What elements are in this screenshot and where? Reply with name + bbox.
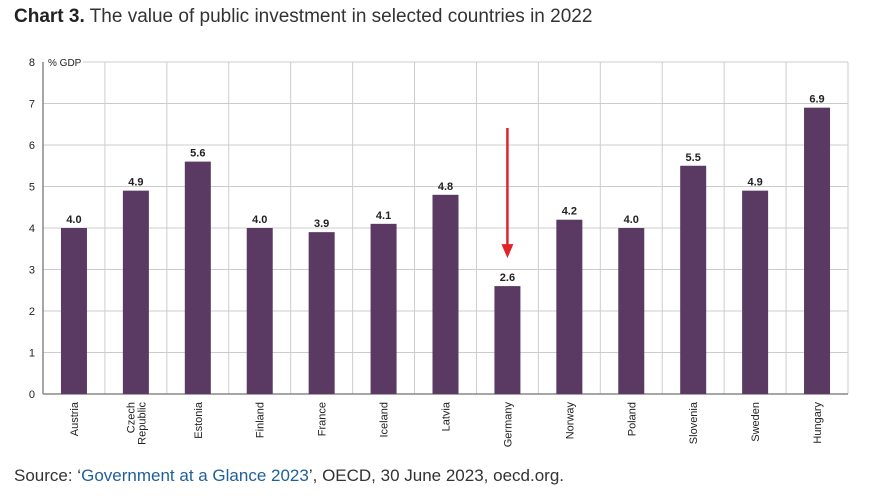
bar-iceland — [370, 223, 397, 394]
data-label: 4.0 — [66, 214, 81, 226]
bar-finland — [246, 228, 273, 394]
bar-poland — [618, 228, 645, 394]
y-tick-label: 1 — [29, 348, 35, 360]
data-label: 4.0 — [252, 214, 267, 226]
x-tick-label: Norway — [564, 402, 576, 440]
x-tick-label: Estonia — [193, 401, 205, 439]
bar-czech-republic — [122, 190, 149, 394]
bar-france — [308, 232, 335, 394]
y-tick-label: 6 — [29, 140, 35, 152]
x-tick-label: Republic — [136, 402, 148, 445]
x-tick-label: Poland — [626, 402, 638, 436]
data-label: 4.9 — [128, 177, 143, 189]
data-label: 5.6 — [190, 148, 205, 160]
y-tick-label: 3 — [29, 265, 35, 277]
bar-hungary — [804, 107, 831, 395]
y-tick-label: 0 — [29, 389, 35, 401]
bar-germany — [494, 286, 521, 394]
y-axis-label: % GDP — [48, 58, 82, 69]
bar-slovenia — [680, 165, 707, 394]
x-tick-label: Slovenia — [688, 401, 700, 444]
data-label: 2.6 — [500, 272, 515, 284]
x-tick-label: Finland — [255, 402, 267, 438]
bar-norway — [556, 219, 583, 394]
y-tick-label: 7 — [29, 99, 35, 111]
data-label: 4.8 — [438, 181, 453, 193]
source-rest: ’, OECD, 30 June 2023, oecd.org. — [308, 466, 564, 485]
bar-estonia — [184, 161, 211, 394]
x-tick-label: Germany — [502, 402, 514, 448]
x-tick-label: France — [317, 402, 329, 436]
source-link[interactable]: Government at a Glance 2023 — [81, 466, 309, 485]
x-tick-label: Austria — [69, 401, 81, 436]
x-tick-label: Sweden — [750, 402, 762, 442]
bar-sweden — [742, 190, 769, 394]
annotation-arrow-head — [501, 244, 514, 259]
data-label: 6.9 — [809, 94, 824, 106]
y-tick-label: 4 — [29, 223, 35, 235]
x-tick-label: Hungary — [812, 402, 824, 444]
chart-title: Chart 3. The value of public investment … — [14, 6, 592, 28]
data-label: 4.0 — [624, 214, 639, 226]
chart-number: Chart 3. — [14, 6, 85, 27]
bar-austria — [60, 228, 87, 394]
y-tick-label: 5 — [29, 182, 35, 194]
data-label: 4.1 — [376, 210, 391, 222]
source-label: Source: ‘ — [14, 466, 82, 485]
data-label: 4.2 — [562, 206, 577, 218]
data-label: 5.5 — [686, 152, 701, 164]
y-tick-label: 8 — [29, 57, 35, 69]
source-note: Source: ‘Government at a Glance 2023’, O… — [14, 466, 564, 486]
data-label: 4.9 — [747, 177, 762, 189]
x-tick-label: Iceland — [379, 402, 391, 437]
x-tick-label: Czech — [125, 402, 137, 433]
y-tick-label: 2 — [29, 306, 35, 318]
chart-title-text: The value of public investment in select… — [84, 6, 593, 27]
data-label: 3.9 — [314, 218, 329, 230]
bar-latvia — [432, 194, 459, 394]
x-tick-label: Latvia — [441, 401, 453, 431]
